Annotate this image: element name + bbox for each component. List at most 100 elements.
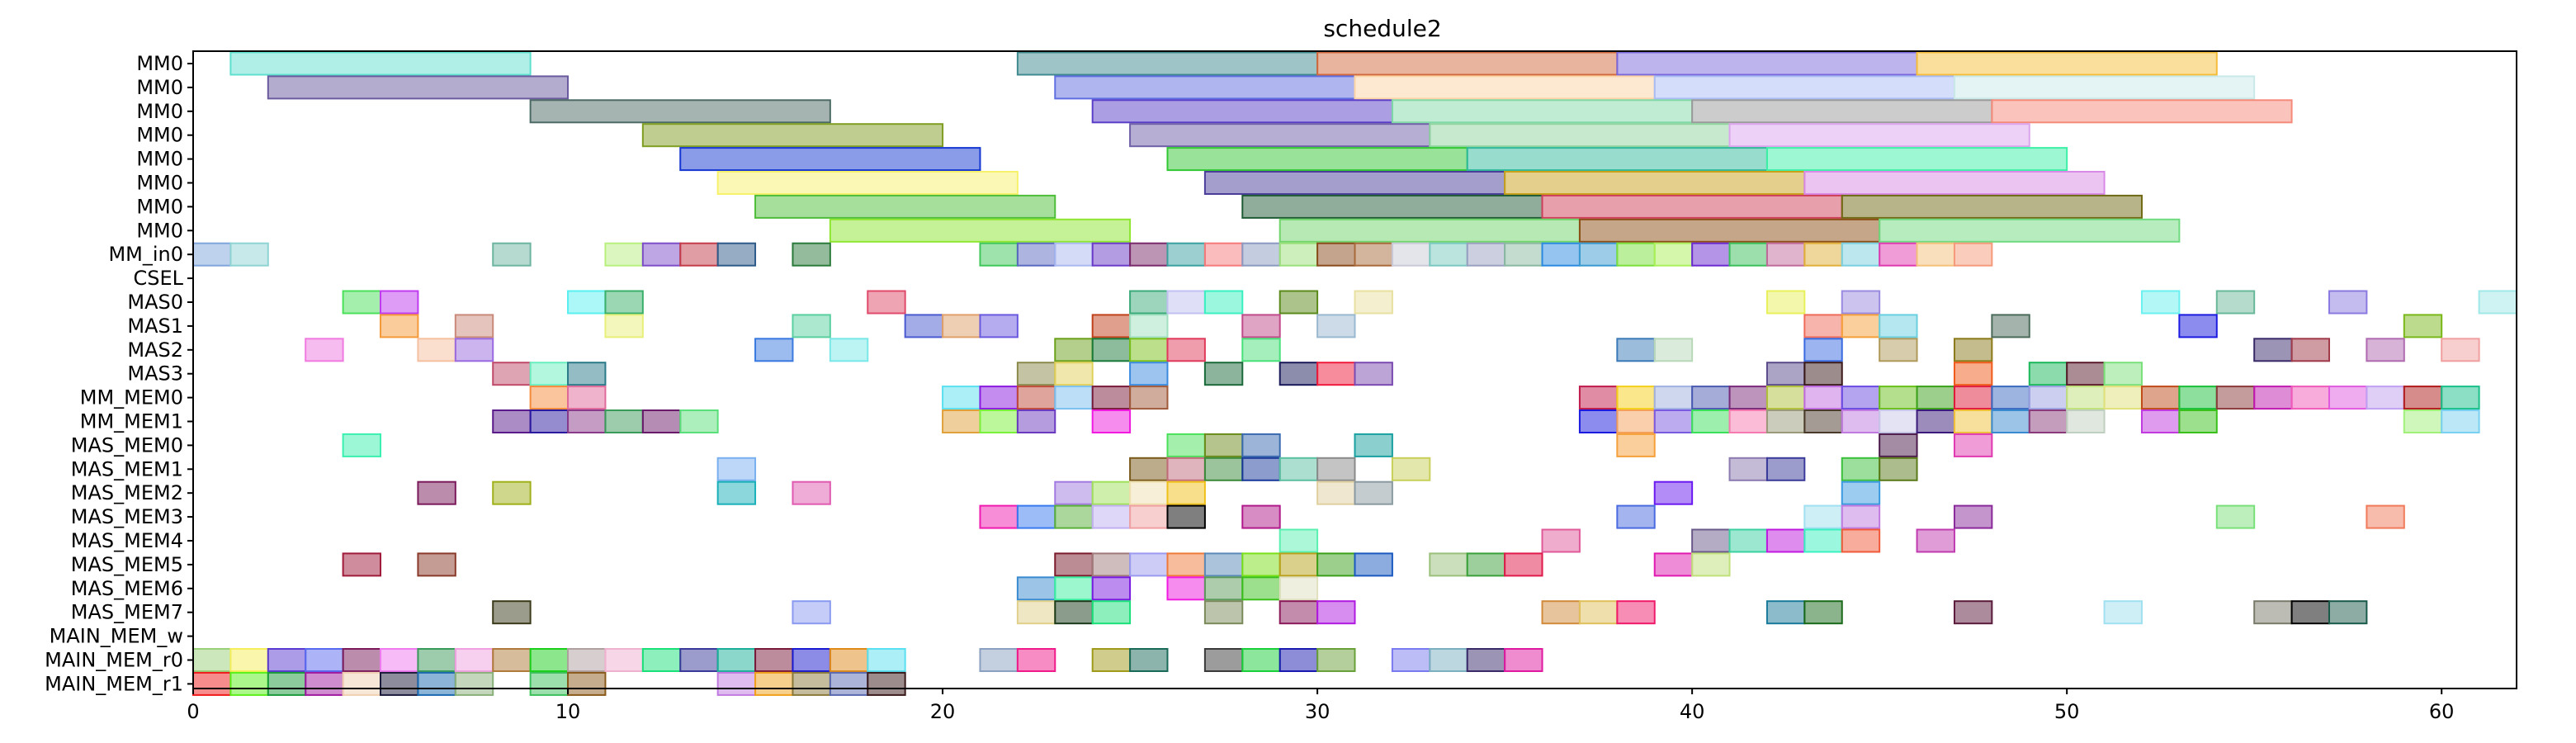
task-bar [979, 409, 1019, 433]
y-tick-label: MAS_MEM3 [71, 505, 183, 528]
task-bar [1279, 552, 1319, 577]
task-bar [1279, 648, 1319, 672]
y-tick-label: MM0 [136, 124, 183, 147]
task-bar [305, 671, 344, 696]
task-bar [1616, 600, 1656, 625]
task-bar [1241, 648, 1281, 672]
y-tick-label: MM0 [136, 172, 183, 195]
task-bar [1841, 290, 1881, 315]
task-bar [1504, 648, 1543, 672]
task-bar [604, 242, 644, 267]
task-bar [1016, 504, 1056, 529]
task-bar [492, 600, 532, 625]
task-bar [1279, 218, 1581, 243]
task-bar [1091, 648, 1132, 672]
task-bar [1691, 99, 1993, 124]
task-bar [754, 671, 794, 696]
y-axis: MM0MM0MM0MM0MM0MM0MM0MM0MM_in0CSELMAS0MA… [45, 52, 193, 695]
task-bar [1841, 242, 1881, 267]
y-tick-label: MM0 [136, 100, 183, 123]
task-bar [792, 648, 831, 672]
task-bar [1765, 600, 1806, 625]
task-bar [342, 671, 382, 696]
task-bar [1466, 147, 1768, 172]
task-bar [754, 338, 794, 362]
task-bar [1879, 457, 1918, 481]
task-bar [1653, 75, 1955, 100]
task-bar [2290, 338, 2330, 362]
task-bar [380, 671, 419, 696]
task-bar [1091, 504, 1132, 529]
task-bar [342, 552, 382, 577]
task-bar [1653, 242, 1694, 267]
task-bar [2290, 386, 2330, 410]
task-bar [2441, 409, 2480, 433]
task-bar [942, 314, 981, 338]
task-bar [454, 314, 494, 338]
task-bar [604, 290, 644, 315]
task-bar [1429, 648, 1468, 672]
task-bar [1166, 338, 1206, 362]
task-bar [1953, 409, 1993, 433]
task-bar [1203, 242, 1244, 267]
task-bar [1091, 600, 1132, 625]
task-bar [1616, 433, 1656, 457]
task-bar [1166, 504, 1206, 529]
task-bar [229, 242, 269, 267]
task-bar [2178, 409, 2218, 433]
x-tick-label: 40 [1680, 700, 1705, 723]
task-bar [1953, 504, 1993, 529]
task-bar [1016, 51, 1319, 76]
task-bar [1691, 386, 1731, 410]
task-bar [1504, 171, 1806, 195]
y-tick-label: MM0 [136, 52, 183, 75]
task-bar [1203, 290, 1244, 315]
task-bar [792, 314, 831, 338]
task-bar [1166, 457, 1206, 481]
task-bar [1316, 552, 1356, 577]
task-bar [829, 338, 869, 362]
task-bar [1054, 242, 1094, 267]
task-bar [2253, 338, 2293, 362]
task-bar [1129, 648, 1169, 672]
task-bar [529, 648, 570, 672]
task-bar [1728, 409, 1768, 433]
x-tick-label: 30 [1305, 700, 1331, 723]
task-bar [641, 648, 682, 672]
x-tick-label: 50 [2054, 700, 2080, 723]
task-bar [716, 457, 757, 481]
task-bar [2178, 386, 2218, 410]
task-bar [1841, 480, 1881, 505]
task-bar [1054, 480, 1094, 505]
task-bar [1691, 552, 1731, 577]
task-bar [1991, 409, 2030, 433]
y-tick-label: MAS3 [127, 362, 183, 386]
task-bar [2215, 386, 2256, 410]
task-bar [2403, 386, 2443, 410]
task-bar [229, 648, 269, 672]
task-bar [1129, 504, 1169, 529]
task-bar [1841, 194, 2143, 219]
task-bar [1354, 480, 1393, 505]
y-tick-label: MAS_MEM2 [71, 481, 183, 504]
task-bar [867, 648, 906, 672]
task-bar [1429, 552, 1468, 577]
task-bar [1354, 242, 1393, 267]
task-bar [1203, 576, 1244, 601]
y-tick-label: MAIN_MEM_w [50, 625, 183, 648]
task-bar [529, 362, 570, 386]
x-tick-label: 0 [187, 700, 199, 723]
task-bar [1803, 171, 2106, 195]
task-bar [1728, 528, 1768, 553]
task-bar [1129, 242, 1169, 267]
task-bar [1354, 433, 1393, 457]
task-bar [1241, 242, 1281, 267]
task-bar [2028, 386, 2068, 410]
x-tick-label: 10 [555, 700, 581, 723]
task-bar [1841, 314, 1881, 338]
task-bar [1091, 314, 1132, 338]
task-bar [829, 648, 869, 672]
task-bar [1653, 480, 1694, 505]
task-bar [1166, 433, 1206, 457]
task-bar [1541, 528, 1581, 553]
